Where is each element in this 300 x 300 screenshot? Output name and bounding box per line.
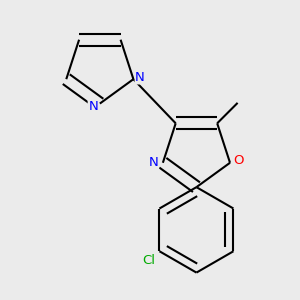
Text: Cl: Cl xyxy=(142,254,155,267)
Text: N: N xyxy=(149,156,158,169)
Text: O: O xyxy=(233,154,243,167)
Text: N: N xyxy=(88,100,98,113)
Text: N: N xyxy=(135,71,145,84)
